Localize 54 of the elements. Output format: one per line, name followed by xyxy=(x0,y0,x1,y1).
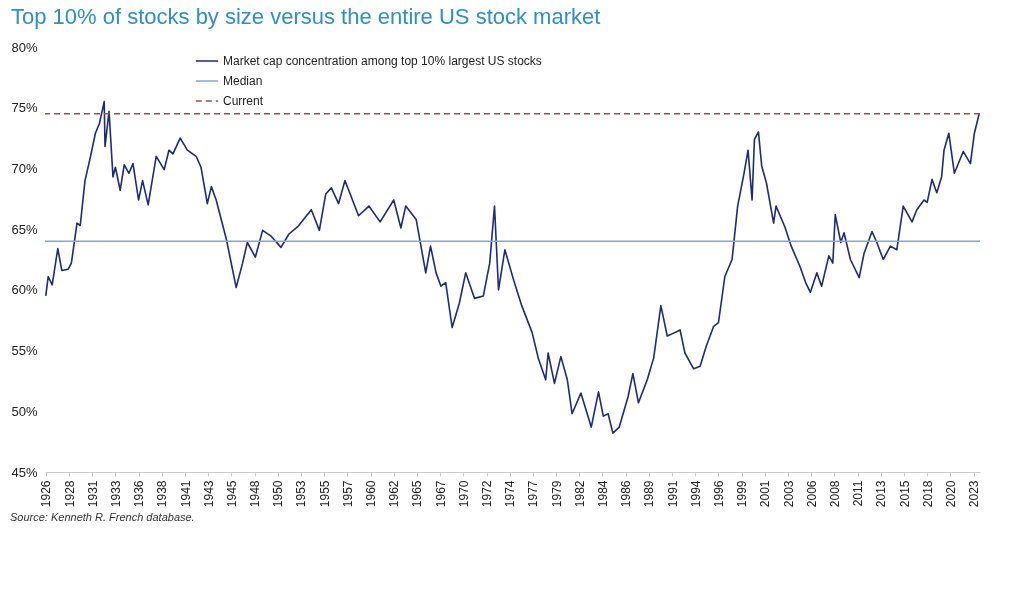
y-tick-label: 75% xyxy=(11,100,38,116)
x-tick-label: 1936 xyxy=(132,480,147,508)
x-tick-label: 1960 xyxy=(364,480,379,508)
x-tick-label: 1950 xyxy=(271,480,286,508)
x-tick-label: 1928 xyxy=(62,480,77,508)
x-tick-label: 1996 xyxy=(711,480,726,508)
x-tick-label: 2020 xyxy=(943,480,958,508)
legend-label: Market cap concentration among top 10% largest US stocks xyxy=(223,54,542,68)
source-note: Source: Kenneth R. French database. xyxy=(10,511,196,523)
y-tick-label: 55% xyxy=(11,343,38,359)
x-tick-label: 1948 xyxy=(248,480,263,508)
legend-label: Median xyxy=(223,74,263,88)
x-tick-label: 1962 xyxy=(387,480,402,508)
y-tick-label: 65% xyxy=(11,221,38,237)
x-tick-label: 2001 xyxy=(758,480,773,508)
x-tick-label: 1943 xyxy=(201,480,216,508)
x-tick-label: 1974 xyxy=(503,480,518,508)
x-tick-label: 1986 xyxy=(619,480,634,508)
x-tick-label: 1970 xyxy=(456,480,471,508)
x-tick-label: 2018 xyxy=(920,480,935,508)
x-tick-label: 1972 xyxy=(480,480,495,508)
x-tick-label: 1931 xyxy=(85,480,100,508)
x-tick-label: 1984 xyxy=(595,480,610,508)
x-tick-label: 2006 xyxy=(804,480,819,508)
x-tick-label: 1991 xyxy=(665,480,680,508)
x-tick-label: 1979 xyxy=(549,480,564,508)
x-tick-label: 1938 xyxy=(155,480,170,508)
x-tick-label: 1933 xyxy=(108,480,123,508)
x-tick-label: 2013 xyxy=(874,480,889,508)
y-tick-label: 45% xyxy=(11,464,38,480)
y-tick-label: 60% xyxy=(11,282,38,298)
x-tick-label: 2011 xyxy=(851,480,866,507)
x-tick-label: 1945 xyxy=(224,480,239,508)
x-tick-label: 1953 xyxy=(294,480,309,508)
x-tick-label: 2008 xyxy=(827,480,842,508)
x-tick-label: 1994 xyxy=(688,480,703,508)
chart-title: Top 10% of stocks by size versus the entire US stock market xyxy=(10,4,601,29)
x-tick-label: 1957 xyxy=(340,480,355,508)
x-tick-label: 1955 xyxy=(317,480,332,508)
x-tick-label: 1965 xyxy=(410,480,425,508)
y-tick-label: 50% xyxy=(11,403,38,419)
x-tick-label: 1999 xyxy=(735,480,750,508)
x-tick-label: 1982 xyxy=(572,480,587,508)
y-tick-label: 80% xyxy=(11,39,38,55)
x-tick-label: 1941 xyxy=(178,480,193,508)
x-tick-label: 1967 xyxy=(433,480,448,508)
x-tick-label: 1926 xyxy=(39,480,54,508)
y-tick-label: 70% xyxy=(11,160,38,176)
x-tick-label: 1977 xyxy=(526,480,541,508)
x-tick-label: 2003 xyxy=(781,480,796,508)
x-tick-label: 2015 xyxy=(897,480,912,508)
legend-label: Current xyxy=(223,94,264,108)
x-tick-label: 2023 xyxy=(967,480,982,508)
x-tick-label: 1989 xyxy=(642,480,657,508)
